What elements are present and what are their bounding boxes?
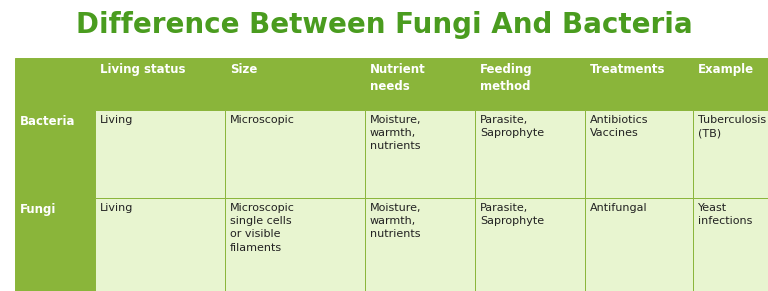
Text: Tuberculosis
(TB): Tuberculosis (TB)	[698, 115, 766, 138]
Text: Parasite,
Saprophyte: Parasite, Saprophyte	[480, 115, 544, 138]
Bar	[693, 198, 768, 291]
Bar	[693, 58, 768, 110]
Text: Antibiotics
Vaccines: Antibiotics Vaccines	[590, 115, 648, 138]
Bar	[95, 58, 225, 110]
Text: Difference Between Fungi And Bacteria: Difference Between Fungi And Bacteria	[76, 11, 692, 39]
Text: Living: Living	[100, 115, 134, 125]
Text: Feeding
method: Feeding method	[480, 63, 533, 93]
Bar	[585, 58, 693, 110]
Text: Treatments: Treatments	[590, 63, 666, 76]
Bar	[475, 58, 585, 110]
Bar	[95, 110, 225, 198]
Bar	[365, 110, 475, 198]
Text: Fungi: Fungi	[20, 203, 56, 216]
Text: Bacteria: Bacteria	[20, 115, 75, 128]
Bar	[225, 198, 365, 291]
Bar	[365, 198, 475, 291]
Bar	[365, 58, 475, 110]
Bar	[225, 110, 365, 198]
Bar	[585, 110, 693, 198]
Text: Microscopic
single cells
or visible
filaments: Microscopic single cells or visible fila…	[230, 203, 295, 253]
Bar	[15, 110, 95, 198]
Bar	[475, 110, 585, 198]
Text: Size: Size	[230, 63, 257, 76]
Bar	[225, 58, 365, 110]
Bar	[693, 110, 768, 198]
Bar	[95, 198, 225, 291]
Text: Living: Living	[100, 203, 134, 213]
Text: Microscopic: Microscopic	[230, 115, 295, 125]
Text: Parasite,
Saprophyte: Parasite, Saprophyte	[480, 203, 544, 226]
Text: Moisture,
warmth,
nutrients: Moisture, warmth, nutrients	[370, 115, 422, 151]
Text: Nutrient
needs: Nutrient needs	[370, 63, 425, 93]
Text: Moisture,
warmth,
nutrients: Moisture, warmth, nutrients	[370, 203, 422, 239]
Text: Living status: Living status	[100, 63, 186, 76]
Text: Antifungal: Antifungal	[590, 203, 647, 213]
Text: Example: Example	[698, 63, 754, 76]
Text: Yeast
infections: Yeast infections	[698, 203, 753, 226]
Bar	[475, 198, 585, 291]
Bar	[585, 198, 693, 291]
Bar	[15, 58, 95, 110]
Bar	[15, 198, 95, 291]
